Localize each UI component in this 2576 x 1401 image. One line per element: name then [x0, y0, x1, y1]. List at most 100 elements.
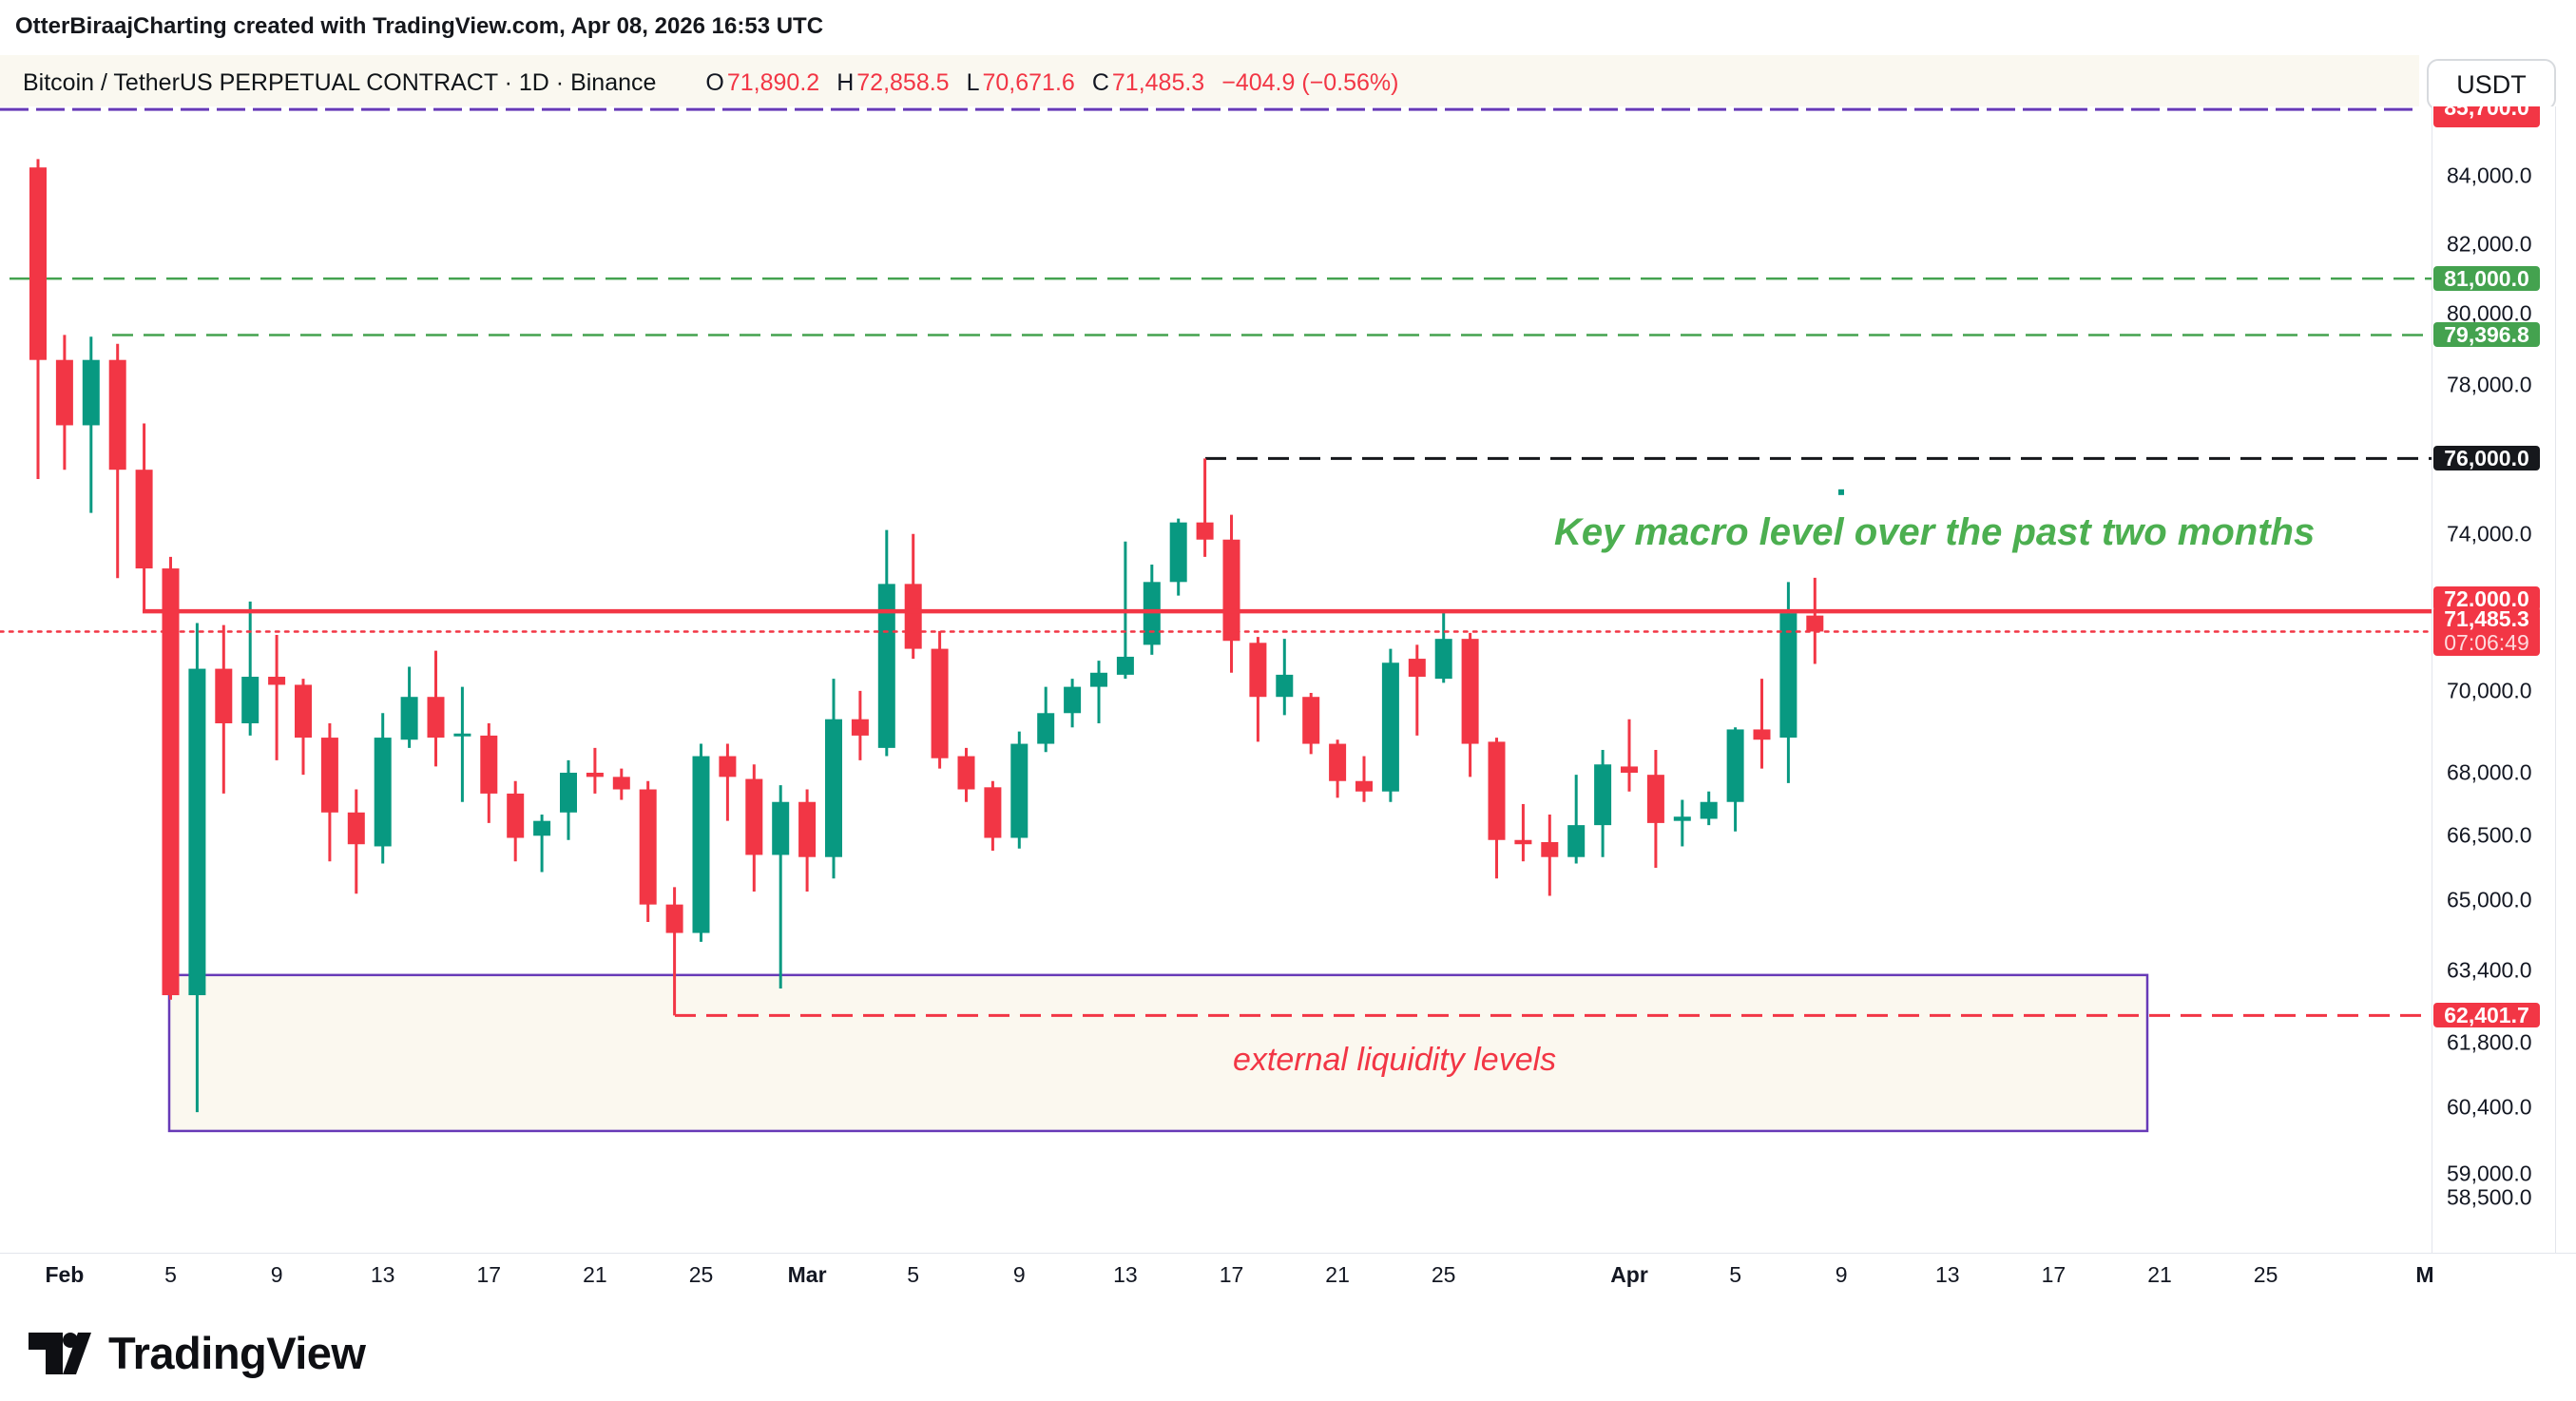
candle-body: [1329, 743, 1347, 781]
candle-body: [1222, 539, 1240, 642]
candle: [1276, 639, 1294, 716]
candle-body: [295, 684, 312, 739]
candle-body: [1541, 841, 1559, 857]
candle-body: [1594, 764, 1612, 826]
annotation-key-macro: Key macro level over the past two months: [1554, 511, 2316, 553]
candle: [1090, 661, 1107, 723]
candle: [188, 623, 206, 1113]
time-axis[interactable]: Feb 5 9 13 17 21 25 Mar 5 9 13 17 21 25 Apr 5 9 13 17 21 25 M: [0, 1253, 2576, 1296]
candle-body: [1090, 672, 1107, 687]
candle-body: [904, 584, 922, 649]
candle-body: [745, 778, 763, 855]
candle-body: [851, 719, 869, 736]
candle-body: [427, 697, 445, 739]
candle: [1064, 679, 1082, 728]
ohlc-low-value: 70,671.6: [982, 68, 1075, 96]
candle: [798, 789, 817, 892]
tradingview-logo[interactable]: TradingView: [29, 1327, 366, 1379]
candle: [400, 666, 418, 748]
symbol-bar: [0, 55, 2419, 106]
symbol-info-row[interactable]: Bitcoin / TetherUS PERPETUAL CONTRACT · …: [23, 67, 1398, 99]
annotation-external-liquidity: external liquidity levels: [1233, 1042, 1557, 1078]
candle-body: [347, 812, 365, 845]
time-axis-label: 5: [907, 1262, 920, 1287]
candle: [1567, 775, 1586, 864]
candle: [560, 759, 577, 840]
price-axis-tick: 61,800.0: [2447, 1029, 2532, 1055]
candle: [1169, 518, 1187, 596]
price-axis-tick: 65,000.0: [2447, 887, 2532, 912]
candle-body: [1700, 801, 1718, 819]
price-axis-tick: 63,400.0: [2447, 957, 2532, 983]
candle-body: [1673, 816, 1691, 821]
time-axis-label: 17: [476, 1262, 502, 1287]
candle-body: [1567, 825, 1586, 857]
time-axis-label: 25: [688, 1262, 714, 1287]
price-axis-tick: 60,400.0: [2447, 1094, 2532, 1120]
candle: [1434, 611, 1452, 683]
candle: [1621, 719, 1638, 792]
symbol-title[interactable]: Bitcoin / TetherUS PERPETUAL CONTRACT · …: [23, 68, 657, 96]
candle: [1594, 750, 1612, 857]
candle-body: [108, 359, 126, 470]
price-axis[interactable]: 84,000.0 82,000.0 80,000.0 78,000.0 74,000.0…: [2432, 106, 2576, 1253]
watermark-bar: OtterBiraajCharting created with Trading…: [0, 0, 2576, 55]
time-axis-label: 9: [270, 1262, 283, 1287]
candle-body: [82, 359, 100, 426]
time-axis-label: 13: [1113, 1262, 1138, 1287]
candle: [295, 679, 312, 776]
candle: [931, 630, 949, 769]
time-axis-label: 25: [1431, 1262, 1456, 1287]
candle: [692, 743, 710, 942]
candle: [745, 764, 763, 892]
candle-body: [798, 801, 817, 857]
candle: [1541, 815, 1559, 896]
candle-body: [560, 772, 577, 813]
ohlc-close-label: C: [1091, 68, 1109, 96]
candle: [851, 690, 869, 760]
candle-body: [135, 470, 153, 569]
candle-body: [241, 677, 260, 723]
paint-dot: [1838, 489, 1844, 495]
candle: [1302, 692, 1320, 755]
candle: [639, 780, 657, 923]
candle: [135, 423, 153, 610]
candle: [984, 780, 1002, 851]
candle-body: [772, 801, 790, 855]
candle-body: [1621, 766, 1638, 773]
candle: [1381, 648, 1399, 802]
candle-body: [480, 735, 498, 794]
time-axis-label: 21: [583, 1262, 607, 1287]
candle: [1646, 750, 1664, 868]
candle-body: [1064, 686, 1082, 714]
candle-body: [692, 756, 710, 933]
ohlc-open-label: O: [705, 68, 724, 96]
external-liquidity-box: [167, 973, 2149, 1133]
time-axis-label: 9: [1835, 1262, 1848, 1287]
price-axis-label-clipped: 85,700.0: [2433, 106, 2540, 127]
candle-body: [665, 904, 683, 933]
candle: [374, 713, 392, 864]
price-axis-right-edge: [2555, 106, 2556, 1253]
candle: [1514, 803, 1532, 862]
time-axis-label: 5: [164, 1262, 177, 1287]
candle: [82, 336, 100, 513]
candle-body: [586, 772, 604, 777]
candle: [507, 780, 525, 862]
time-axis-label: 25: [2253, 1262, 2278, 1287]
candle: [29, 159, 47, 480]
candle: [1779, 582, 1797, 783]
candle-body: [1302, 697, 1320, 744]
candle: [533, 815, 551, 873]
candle: [241, 601, 260, 736]
price-axis-tick: 70,000.0: [2447, 678, 2532, 703]
candle-body: [1488, 741, 1506, 840]
candle: [1673, 799, 1691, 847]
candle: [347, 789, 365, 894]
currency-button[interactable]: USDT: [2427, 59, 2556, 110]
time-axis-label: Mar: [787, 1262, 827, 1287]
ohlc-close-value: 71,485.3: [1111, 68, 1205, 96]
candle-body: [1753, 729, 1771, 740]
